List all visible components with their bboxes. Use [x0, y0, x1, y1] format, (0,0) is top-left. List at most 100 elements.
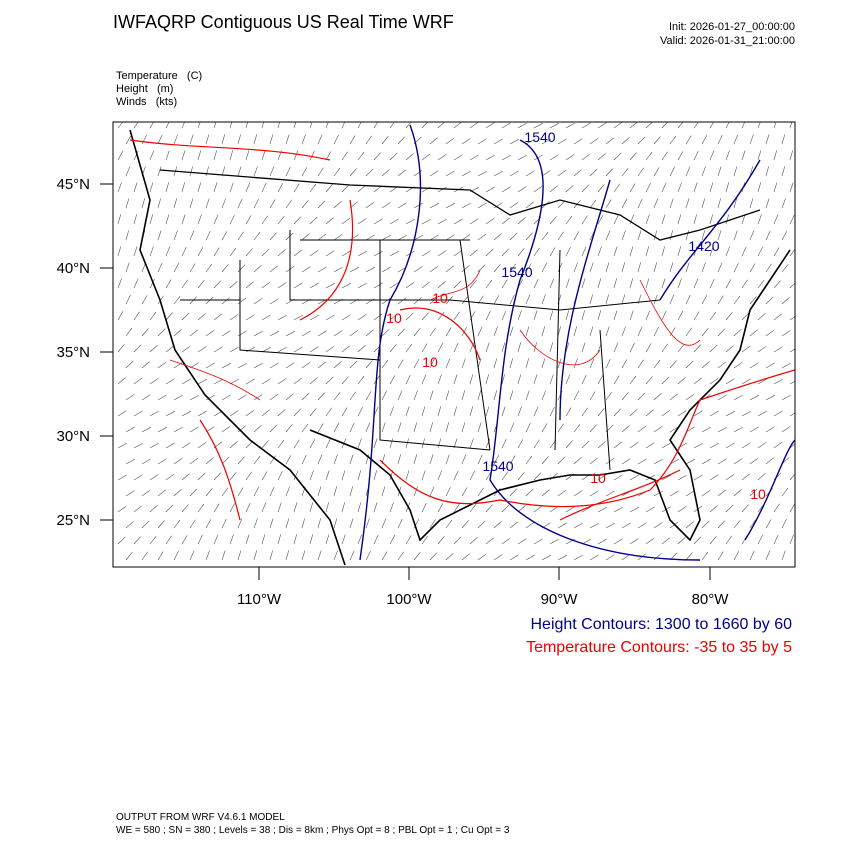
wind-barb	[765, 166, 769, 177]
wind-barb	[741, 410, 751, 417]
wind-barb	[605, 358, 611, 369]
wind-barb	[373, 152, 381, 161]
wind-barb	[693, 311, 700, 321]
wind-barb	[405, 312, 414, 321]
wind-barb	[189, 488, 198, 497]
wind-barb	[421, 312, 429, 321]
wind-barb	[309, 216, 318, 225]
wind-barb	[589, 138, 599, 145]
wind-barb	[333, 167, 341, 177]
wind-barb	[117, 344, 125, 353]
wind-barb	[493, 521, 502, 529]
wind-barb	[549, 216, 557, 225]
wind-barb	[437, 536, 445, 545]
wind-barb	[789, 443, 795, 449]
wind-barb	[253, 231, 261, 241]
wind-barb	[197, 122, 201, 129]
temperature-contour-label: 10	[432, 290, 448, 306]
wind-barb	[701, 361, 710, 369]
wind-barb	[317, 550, 322, 561]
wind-barb	[589, 522, 599, 529]
wind-barb	[613, 538, 623, 545]
wind-barb	[117, 182, 122, 193]
wind-barb	[333, 330, 343, 337]
lat-label: 40°N	[56, 260, 90, 277]
wind-barb	[501, 310, 507, 321]
wind-barb	[669, 426, 679, 433]
wind-barb	[749, 457, 759, 465]
wind-barb	[757, 247, 763, 257]
wind-barb	[413, 234, 423, 241]
wind-barb	[397, 359, 404, 369]
wind-barb	[765, 457, 774, 465]
wind-barb	[789, 534, 794, 545]
wind-barb	[661, 182, 667, 193]
wind-barb	[309, 470, 314, 481]
wind-barb	[629, 310, 634, 321]
wind-barb	[141, 361, 150, 369]
wind-barb	[165, 182, 169, 193]
footer-settings: WE = 580 ; SN = 380 ; Levels = 38 ; Dis …	[116, 825, 510, 836]
border	[159, 169, 761, 241]
wind-barb	[237, 362, 247, 369]
wind-barb	[349, 422, 355, 433]
wind-barb	[485, 218, 495, 225]
wind-barb	[533, 122, 543, 129]
wind-barb	[669, 360, 677, 369]
wind-barb	[357, 502, 362, 513]
wind-barb	[309, 408, 317, 417]
wind-barb	[157, 394, 167, 401]
wind-barb	[469, 537, 478, 545]
wind-barb	[693, 214, 697, 225]
wind-barb	[717, 394, 727, 401]
wind-barb	[285, 330, 295, 337]
height-contour-label: 1540	[482, 458, 513, 474]
wind-barb	[501, 217, 511, 225]
wind-barb	[565, 184, 574, 193]
wind-barb	[485, 154, 495, 161]
wind-barb	[597, 122, 607, 129]
wind-barb	[381, 266, 391, 273]
wind-barb	[317, 266, 327, 273]
wind-barb	[389, 344, 397, 353]
wind-barb	[493, 233, 502, 241]
wind-barb	[133, 278, 139, 289]
wind-barb	[685, 230, 689, 241]
wind-barb	[205, 394, 215, 401]
wind-barb	[317, 486, 322, 497]
wind-barb	[693, 536, 702, 545]
wind-barb	[253, 362, 263, 369]
wind-barb	[261, 150, 266, 161]
wind-barb	[693, 278, 699, 289]
wind-barb	[269, 166, 275, 177]
wind-barb	[437, 154, 447, 161]
wind-barb	[589, 326, 594, 337]
wind-barb	[493, 455, 500, 465]
wind-barb	[613, 152, 622, 161]
wind-barb	[597, 506, 607, 513]
wind-barb	[501, 537, 511, 545]
wind-barb	[621, 458, 631, 465]
wind-barb	[549, 310, 554, 321]
wind-barb	[637, 425, 647, 433]
wind-barb	[661, 246, 665, 257]
wind-barb	[773, 441, 783, 449]
wind-barb	[445, 265, 454, 273]
wind-barb	[693, 150, 699, 161]
wind-barb	[301, 454, 307, 465]
wind-barb	[333, 518, 338, 529]
wind-barb	[469, 249, 478, 257]
lat-label: 25°N	[56, 512, 90, 529]
temperature-contour-label: 10	[386, 310, 402, 326]
wind-barb	[725, 410, 735, 417]
wind-barb	[517, 186, 527, 193]
valid-time: Valid: 2026-01-31_21:00:00	[660, 35, 795, 47]
wind-barb	[653, 167, 660, 177]
wind-barb	[365, 168, 374, 177]
wind-barb	[469, 218, 479, 225]
wind-barb	[157, 198, 161, 209]
wind-barb	[189, 550, 195, 561]
wind-barb	[749, 329, 758, 337]
wind-barb	[549, 122, 559, 129]
wind-barb	[549, 278, 555, 289]
